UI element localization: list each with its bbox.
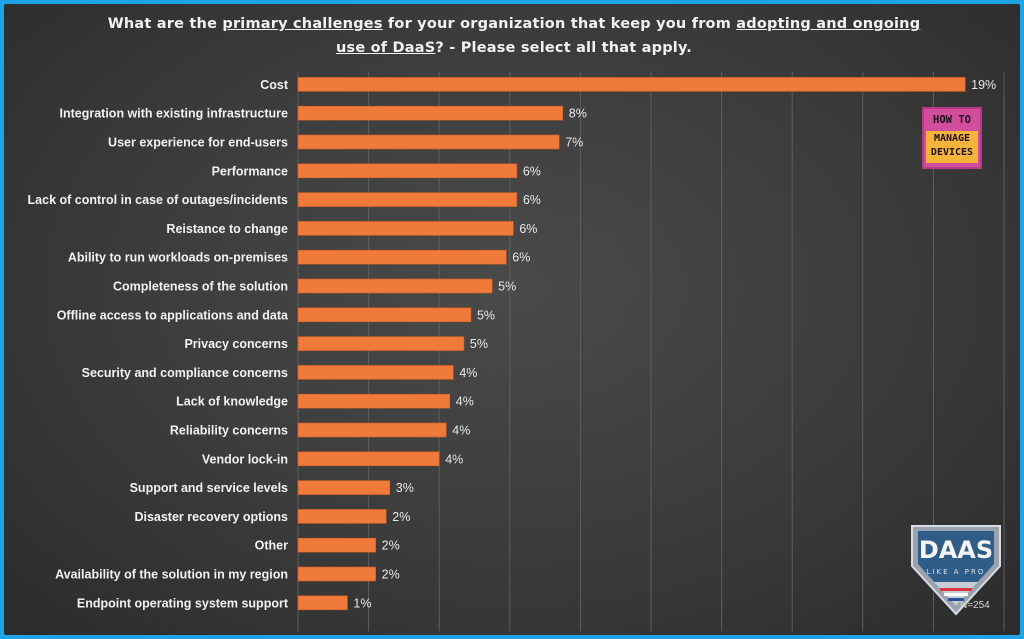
bar — [297, 249, 507, 265]
data-label: 4% — [459, 366, 477, 380]
title-part-2: for your organization that keep you from — [382, 16, 737, 32]
bar — [297, 509, 387, 524]
data-label: 3% — [396, 481, 414, 495]
bar — [297, 221, 514, 236]
bar — [297, 307, 472, 323]
category-label: Completeness of the solution — [113, 280, 288, 294]
bar — [297, 192, 518, 207]
data-label: 6% — [512, 251, 530, 265]
title-underlined-1: primary challenges — [222, 16, 383, 32]
bar — [297, 422, 447, 438]
data-label: 2% — [382, 568, 400, 582]
bar — [297, 336, 465, 351]
data-label: 1% — [353, 596, 371, 610]
category-label: Security and compliance concerns — [82, 366, 288, 380]
logo-text-how-to: HOW TO — [933, 114, 971, 126]
category-label: Privacy concerns — [184, 337, 288, 351]
data-label: 4% — [452, 424, 470, 438]
bar — [297, 134, 560, 150]
category-label: Endpoint operating system support — [77, 596, 289, 610]
bar — [297, 537, 376, 553]
data-label: 2% — [382, 539, 400, 553]
data-label: 6% — [519, 222, 537, 236]
title-part-1: What are the — [107, 16, 223, 32]
data-label: 2% — [392, 510, 410, 524]
data-label: 4% — [456, 395, 474, 409]
category-label: Cost — [260, 78, 289, 92]
category-label: Disaster recovery options — [134, 510, 288, 524]
data-label: 5% — [498, 280, 516, 294]
bar — [297, 595, 348, 611]
title-part-3: ? - Please select all that apply. — [435, 40, 693, 56]
category-label: Integration with existing infrastructure — [60, 107, 289, 121]
bar — [297, 365, 454, 380]
how-to-manage-devices-logo: HOW TO MANAGE DEVICES — [922, 107, 982, 169]
data-label: 19% — [971, 78, 996, 92]
bar — [297, 163, 518, 179]
data-label: 8% — [569, 107, 587, 121]
category-label: Performance — [212, 164, 288, 178]
bar — [297, 77, 966, 92]
bar — [297, 566, 376, 582]
bar — [297, 480, 391, 495]
daas-like-a-pro-logo: DAAS LIKE A PRO — [911, 525, 1001, 616]
bar — [297, 105, 564, 121]
data-label: 4% — [445, 452, 463, 466]
category-label: Other — [255, 539, 288, 553]
logo-text-manage: MANAGE — [933, 133, 971, 144]
category-label: Reistance to change — [166, 222, 288, 236]
data-label: 6% — [523, 164, 541, 178]
data-label: 6% — [523, 193, 541, 207]
data-label: 5% — [470, 337, 488, 351]
category-label: Reliability concerns — [170, 424, 288, 438]
data-label: 7% — [565, 136, 583, 150]
logo-text-devices: DEVICES — [930, 147, 974, 158]
title-underlined-3: use of DaaS — [335, 40, 436, 56]
daas-logo-text: DAAS — [919, 536, 993, 564]
category-label: Lack of control in case of outages/incid… — [28, 193, 289, 207]
category-label: User experience for end-users — [108, 136, 288, 150]
daas-logo-subtext: LIKE A PRO — [927, 568, 986, 576]
category-label: Support and service levels — [130, 481, 288, 495]
data-label: 5% — [477, 308, 495, 322]
bar-chart: 0%2%4%6%8%10%12%14%16%18%20%Cost19%Integ… — [28, 72, 1005, 632]
bar — [297, 393, 451, 409]
chart-title: What are the primary challenges for your… — [64, 12, 964, 60]
category-label: Availability of the solution in my regio… — [55, 568, 288, 582]
category-label: Vendor lock-in — [202, 452, 288, 466]
bar — [297, 451, 440, 467]
category-label: Ability to run workloads on-premises — [68, 251, 288, 265]
category-label: Lack of knowledge — [176, 395, 288, 409]
sample-size-label: N=254 — [960, 600, 990, 611]
category-label: Offline access to applications and data — [57, 308, 289, 322]
logo-orange-box: MANAGE DEVICES — [926, 131, 978, 163]
bar — [297, 278, 493, 294]
title-underlined-2: adopting and ongoing — [736, 16, 921, 32]
